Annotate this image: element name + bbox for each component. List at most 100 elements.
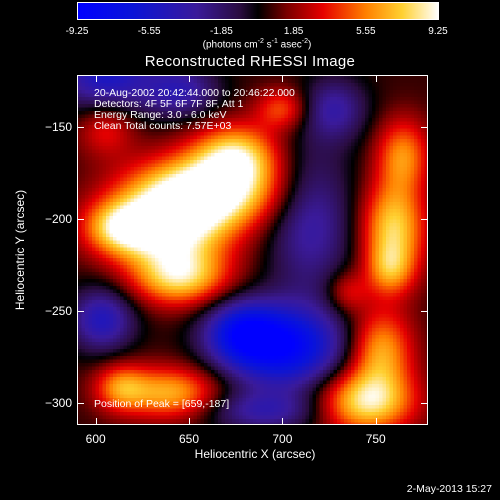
- heatmap-cell: [123, 167, 128, 171]
- heatmap-cell: [186, 156, 191, 161]
- heatmap-cell: [148, 125, 152, 129]
- heatmap-cell: [344, 142, 348, 147]
- heatmap-cell: [134, 125, 138, 129]
- heatmap-cell: [326, 170, 331, 175]
- heatmap-cell: [249, 107, 254, 112]
- heatmap-cell: [270, 198, 275, 203]
- heatmap-cell: [242, 135, 247, 140]
- heatmap-cell: [130, 216, 135, 220]
- heatmap-cell: [200, 90, 205, 94]
- heatmap-cell: [316, 226, 320, 231]
- heatmap-cell: [235, 139, 240, 143]
- heatmap-cell: [197, 149, 201, 154]
- heatmap-cell: [176, 121, 180, 126]
- heatmap-cell: [389, 212, 394, 217]
- heatmap-cell: [239, 230, 243, 234]
- heatmap-cell: [200, 177, 205, 182]
- heatmap-cell: [319, 146, 324, 150]
- heatmap-cell: [235, 191, 240, 196]
- heatmap-cell: [95, 170, 100, 175]
- heatmap-cell: [106, 128, 110, 133]
- heatmap-cell: [183, 139, 187, 143]
- heatmap-cell: [218, 160, 222, 164]
- heatmap-cell: [256, 184, 261, 189]
- heatmap-cell: [305, 149, 310, 154]
- heatmap-cell: [333, 205, 338, 210]
- heatmap-cell: [288, 233, 292, 238]
- heatmap-cell: [333, 188, 338, 192]
- heatmap-cell: [225, 244, 229, 248]
- heatmap-cell: [88, 149, 93, 154]
- heatmap-cell: [172, 79, 177, 84]
- heatmap-cell: [193, 188, 198, 192]
- heatmap-cell: [361, 202, 366, 206]
- heatmap-cell: [186, 97, 191, 101]
- heatmap-cell: [176, 163, 180, 168]
- heatmap-cell: [179, 195, 184, 199]
- heatmap-cell: [424, 146, 427, 150]
- heatmap-cell: [386, 90, 390, 94]
- heatmap-cell: [365, 111, 369, 115]
- heatmap-cell: [309, 156, 313, 161]
- heatmap-cell: [190, 100, 194, 105]
- heatmap-cell: [396, 153, 401, 157]
- heatmap-cell: [193, 93, 198, 98]
- heatmap-cell: [162, 191, 166, 196]
- heatmap-cell: [95, 114, 100, 119]
- heatmap-cell: [106, 205, 110, 210]
- heatmap-cell: [78, 76, 82, 80]
- heatmap-cell: [176, 104, 180, 108]
- heatmap-cell: [92, 97, 96, 101]
- heatmap-cell: [277, 181, 282, 185]
- heatmap-cell: [312, 230, 317, 234]
- heatmap-cell: [375, 76, 380, 80]
- heatmap-cell: [239, 153, 243, 157]
- heatmap-cell: [312, 104, 317, 108]
- heatmap-cell: [365, 237, 369, 241]
- heatmap-cell: [386, 219, 390, 224]
- heatmap-cell: [340, 125, 345, 129]
- heatmap-cell: [127, 233, 131, 238]
- heatmap-cell: [365, 118, 369, 122]
- heatmap-cell: [323, 181, 327, 185]
- heatmap-cell: [169, 86, 173, 91]
- heatmap-cell: [417, 118, 422, 122]
- heatmap-cell: [333, 107, 338, 112]
- heatmap-cell: [207, 177, 212, 182]
- heatmap-cell: [120, 132, 124, 136]
- heatmap-cell: [165, 226, 170, 231]
- heatmap-cell: [295, 226, 299, 231]
- heatmap-cell: [172, 146, 177, 150]
- heatmap-cell: [204, 86, 208, 91]
- heatmap-cell: [347, 76, 352, 80]
- heatmap-cell: [389, 114, 394, 119]
- heatmap-cell: [410, 191, 415, 196]
- heatmap-cell: [144, 230, 149, 234]
- heatmap-cell: [221, 128, 226, 133]
- heatmap-cell: [305, 191, 310, 196]
- heatmap-cell: [389, 104, 394, 108]
- heatmap-cell: [85, 104, 89, 108]
- heatmap-cell: [263, 121, 268, 126]
- heatmap-cell: [197, 121, 201, 126]
- heatmap-cell: [421, 237, 425, 241]
- heatmap-cell: [396, 114, 401, 119]
- heatmap-cell: [326, 83, 331, 87]
- heatmap-cell: [165, 212, 170, 217]
- heatmap-cell: [204, 237, 208, 241]
- heatmap-cell: [302, 125, 306, 129]
- heatmap-cell: [312, 139, 317, 143]
- heatmap-cell: [200, 111, 205, 115]
- heatmap-cell: [337, 132, 341, 136]
- heatmap-cell: [186, 125, 191, 129]
- heatmap-cell: [127, 149, 131, 154]
- heatmap-cell: [211, 212, 215, 217]
- heatmap-cell: [197, 93, 201, 98]
- heatmap-cell: [179, 177, 184, 182]
- heatmap-cell: [253, 191, 257, 196]
- heatmap-cell: [127, 83, 131, 87]
- heatmap-cell: [141, 135, 145, 140]
- heatmap-cell: [421, 160, 425, 164]
- heatmap-cell: [102, 135, 107, 140]
- heatmap-cell: [379, 128, 383, 133]
